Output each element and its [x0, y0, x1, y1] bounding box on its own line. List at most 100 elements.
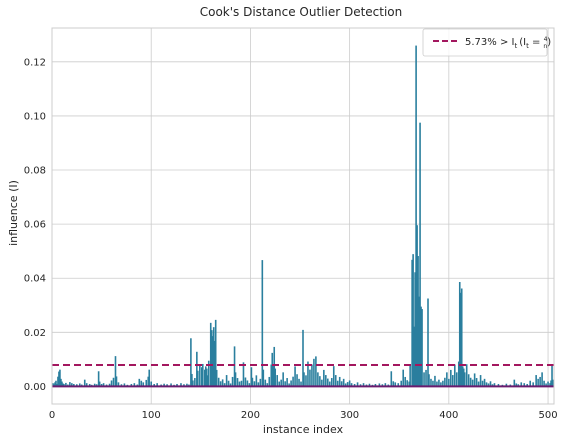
bar [197, 370, 199, 387]
bar [520, 382, 523, 387]
bar [321, 379, 323, 387]
bar [259, 378, 262, 387]
bar [62, 383, 64, 387]
bar [244, 377, 247, 387]
bar [166, 384, 168, 387]
bar [148, 369, 151, 387]
bar [207, 360, 210, 387]
bar [102, 383, 105, 387]
bar [270, 364, 273, 387]
bar [176, 383, 178, 387]
y-tick-label: 0.08 [24, 166, 46, 177]
bar [210, 330, 213, 387]
bar [411, 259, 413, 387]
bar [471, 379, 474, 387]
bar [264, 379, 267, 387]
bar [430, 378, 432, 387]
bars-group [52, 45, 554, 387]
bar [286, 378, 288, 387]
bar [427, 298, 429, 387]
bar [192, 380, 194, 387]
bar [273, 346, 276, 387]
bar [402, 369, 405, 387]
bar [475, 378, 478, 387]
bar [381, 384, 384, 387]
bar [537, 378, 539, 387]
bar [416, 225, 418, 387]
bar [278, 381, 280, 387]
bar [73, 383, 75, 387]
bar [552, 379, 554, 387]
bar [344, 383, 347, 387]
bar [153, 383, 155, 387]
bar [408, 381, 410, 387]
bar [288, 383, 290, 387]
bar [71, 383, 73, 387]
bar [95, 384, 98, 387]
bar [274, 368, 277, 387]
bar [532, 382, 534, 387]
bar [362, 383, 365, 387]
bar [432, 380, 434, 387]
x-tick-labels: 0 100 200 300 400 500 [49, 410, 558, 421]
bar [340, 381, 343, 387]
bar [100, 383, 103, 387]
bar [115, 376, 118, 387]
y-tick-label: 0.12 [24, 57, 46, 68]
bar [240, 380, 243, 387]
bar [52, 383, 54, 387]
bar [213, 340, 216, 387]
bar [551, 364, 553, 387]
plot-frame [51, 27, 555, 405]
bar [236, 378, 239, 387]
bar [261, 260, 264, 387]
bar [346, 382, 349, 387]
bar [120, 384, 123, 387]
bar [53, 384, 55, 387]
bar [397, 383, 400, 387]
y-tick-label: 0.04 [24, 274, 46, 285]
bar [313, 358, 315, 387]
bar [526, 383, 529, 387]
bar [404, 376, 406, 387]
bar [545, 383, 547, 387]
bar [63, 383, 65, 387]
bar [421, 309, 423, 387]
x-tick-label: 200 [241, 410, 260, 421]
bar [219, 381, 222, 387]
bar [55, 380, 57, 387]
bar [186, 383, 188, 387]
bar [298, 378, 300, 387]
bar [54, 382, 56, 387]
legend-box [422, 28, 548, 57]
x-tick-label: 400 [439, 410, 458, 421]
bar [489, 381, 492, 387]
bar [535, 375, 537, 387]
bar [455, 372, 458, 387]
bar [266, 383, 269, 387]
bar [98, 381, 101, 387]
bar [206, 375, 209, 387]
bar [262, 369, 265, 387]
bar [517, 384, 520, 387]
bar [280, 379, 282, 387]
y-tick-label: 0.06 [24, 220, 46, 231]
bar [255, 375, 258, 387]
bar [457, 361, 460, 387]
bar [300, 381, 302, 387]
bar [204, 366, 207, 387]
bar [487, 383, 490, 387]
bar [342, 378, 345, 387]
bar [448, 378, 450, 387]
bar [246, 380, 249, 387]
bar [284, 381, 286, 387]
bar [251, 377, 254, 387]
bar [330, 378, 333, 387]
bar [438, 379, 440, 387]
bar [271, 352, 274, 387]
bar [467, 374, 470, 387]
bar [302, 329, 304, 387]
bar [350, 383, 353, 387]
bar [469, 377, 472, 387]
